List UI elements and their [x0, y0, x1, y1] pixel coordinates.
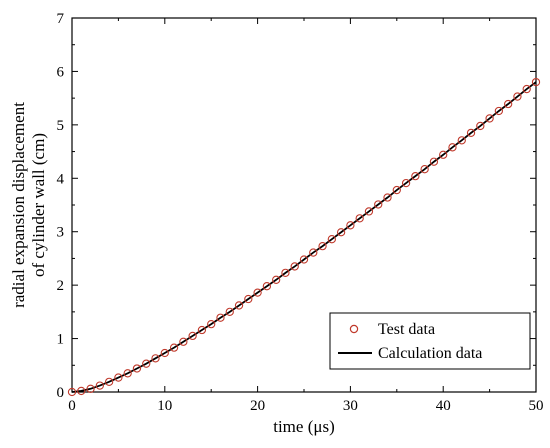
data-point-test-data: [272, 275, 281, 284]
x-tick-label: 30: [343, 398, 358, 414]
data-point-test-data: [392, 185, 401, 195]
legend-box: [329, 312, 531, 370]
data-point-test-data: [169, 343, 179, 352]
data-point-test-data: [429, 157, 439, 166]
data-point-test-data: [476, 121, 485, 131]
data-point-test-data: [244, 294, 253, 304]
x-tick-label: 10: [157, 398, 172, 414]
series-layer: [67, 77, 541, 397]
data-point-test-data: [466, 128, 476, 138]
y-tick-label: 7: [57, 11, 65, 27]
data-point-test-data: [420, 165, 429, 174]
data-point-test-data: [383, 193, 392, 202]
data-point-test-data: [513, 92, 522, 101]
x-axis-ticks: 0 10 20 30 40 50: [68, 18, 544, 414]
y-tick-label: 2: [57, 278, 65, 294]
data-point-test-data: [132, 364, 142, 373]
x-tick-label: 50: [529, 398, 544, 414]
data-point-test-data: [411, 171, 420, 181]
data-point-test-data: [216, 313, 225, 322]
legend-marker-test-data: [349, 324, 359, 334]
data-point-test-data: [457, 136, 466, 145]
data-point-test-data: [364, 207, 374, 216]
y-tick-label: 3: [57, 225, 65, 241]
data-point-test-data: [346, 221, 355, 230]
data-point-test-data: [225, 307, 234, 317]
data-point-test-data: [290, 262, 299, 271]
data-point-test-data: [531, 77, 541, 87]
data-point-test-data: [114, 373, 123, 382]
data-point-test-data: [439, 150, 448, 159]
y-axis-title-line-1: radial expansion displacement: [9, 102, 28, 308]
x-axis-title: time (μs): [273, 417, 335, 436]
data-point-test-data: [448, 143, 457, 152]
y-axis-title-line-2: of cylinder wall (cm): [29, 133, 48, 277]
y-tick-label: 4: [57, 171, 65, 187]
data-point-test-data: [299, 255, 309, 264]
data-point-test-data: [494, 106, 504, 116]
data-point-test-data: [401, 178, 411, 188]
data-point-test-data: [281, 268, 290, 278]
data-point-test-data: [104, 377, 114, 386]
data-point-test-data: [318, 241, 327, 251]
data-point-test-data: [374, 200, 383, 209]
y-axis-ticks: 0 1 2 3 4 5 6 7: [57, 11, 536, 401]
data-point-test-data: [77, 386, 86, 396]
x-tick-label: 20: [250, 398, 265, 414]
data-point-test-data: [234, 301, 244, 310]
data-point-test-data: [327, 235, 336, 244]
data-point-test-data: [522, 84, 531, 94]
data-point-test-data: [197, 325, 207, 335]
y-tick-label: 0: [57, 385, 65, 401]
y-tick-label: 5: [57, 118, 65, 134]
data-point-test-data: [207, 319, 216, 329]
y-tick-label: 1: [57, 332, 65, 348]
data-point-test-data: [123, 369, 132, 378]
data-point-test-data: [142, 359, 151, 368]
data-point-test-data: [504, 99, 513, 109]
data-point-test-data: [86, 384, 95, 393]
data-point-test-data: [253, 288, 262, 297]
y-axis-title: radial expansion displacement of cylinde…: [9, 102, 48, 308]
data-point-test-data: [160, 348, 169, 358]
legend-label-calculation-data: Calculation data: [378, 345, 482, 362]
y-tick-label: 6: [57, 64, 65, 80]
data-point-test-data: [67, 387, 77, 397]
x-tick-label: 40: [436, 398, 451, 414]
data-point-test-data: [485, 114, 494, 123]
legend: Test data Calculation data: [329, 312, 531, 370]
x-tick-label: 0: [68, 398, 76, 414]
data-point-test-data: [262, 282, 272, 291]
data-point-test-data: [179, 337, 188, 346]
data-point-test-data: [355, 214, 364, 223]
data-point-test-data: [336, 228, 346, 237]
legend-label-test-data: Test data: [378, 321, 435, 338]
data-point-test-data: [95, 381, 104, 390]
data-point-test-data: [151, 354, 160, 363]
data-point-test-data: [188, 331, 197, 341]
data-point-test-data: [309, 248, 318, 257]
